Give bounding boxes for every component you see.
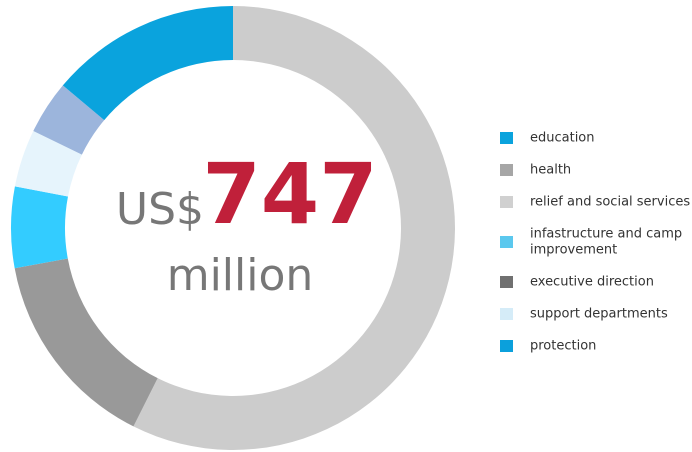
donut-slice bbox=[10, 186, 68, 269]
legend-swatch bbox=[500, 308, 513, 320]
donut-slice bbox=[62, 6, 233, 121]
legend-label: health bbox=[530, 163, 571, 178]
center-prefix: US$ bbox=[116, 184, 204, 235]
legend-swatch bbox=[500, 340, 513, 352]
donut-slice bbox=[133, 6, 455, 450]
legend-label: improvement bbox=[530, 243, 617, 258]
legend-swatch bbox=[500, 164, 513, 176]
legend-label: relief and social services bbox=[530, 195, 690, 210]
legend-label: infastructure and camp bbox=[530, 227, 682, 242]
legend-label: support departments bbox=[530, 307, 668, 322]
center-suffix: million bbox=[167, 250, 314, 301]
legend-label: protection bbox=[530, 339, 596, 354]
donut-slice bbox=[33, 85, 105, 155]
legend-swatch bbox=[500, 132, 513, 144]
donut-slice bbox=[14, 130, 82, 197]
legend-label: education bbox=[530, 131, 595, 146]
legend-swatch bbox=[500, 236, 513, 248]
donut-slice bbox=[14, 258, 158, 427]
legend-swatch bbox=[500, 196, 513, 208]
center-value: 747 bbox=[202, 145, 377, 243]
legend-label: executive direction bbox=[530, 275, 654, 290]
legend-swatch bbox=[500, 276, 513, 288]
